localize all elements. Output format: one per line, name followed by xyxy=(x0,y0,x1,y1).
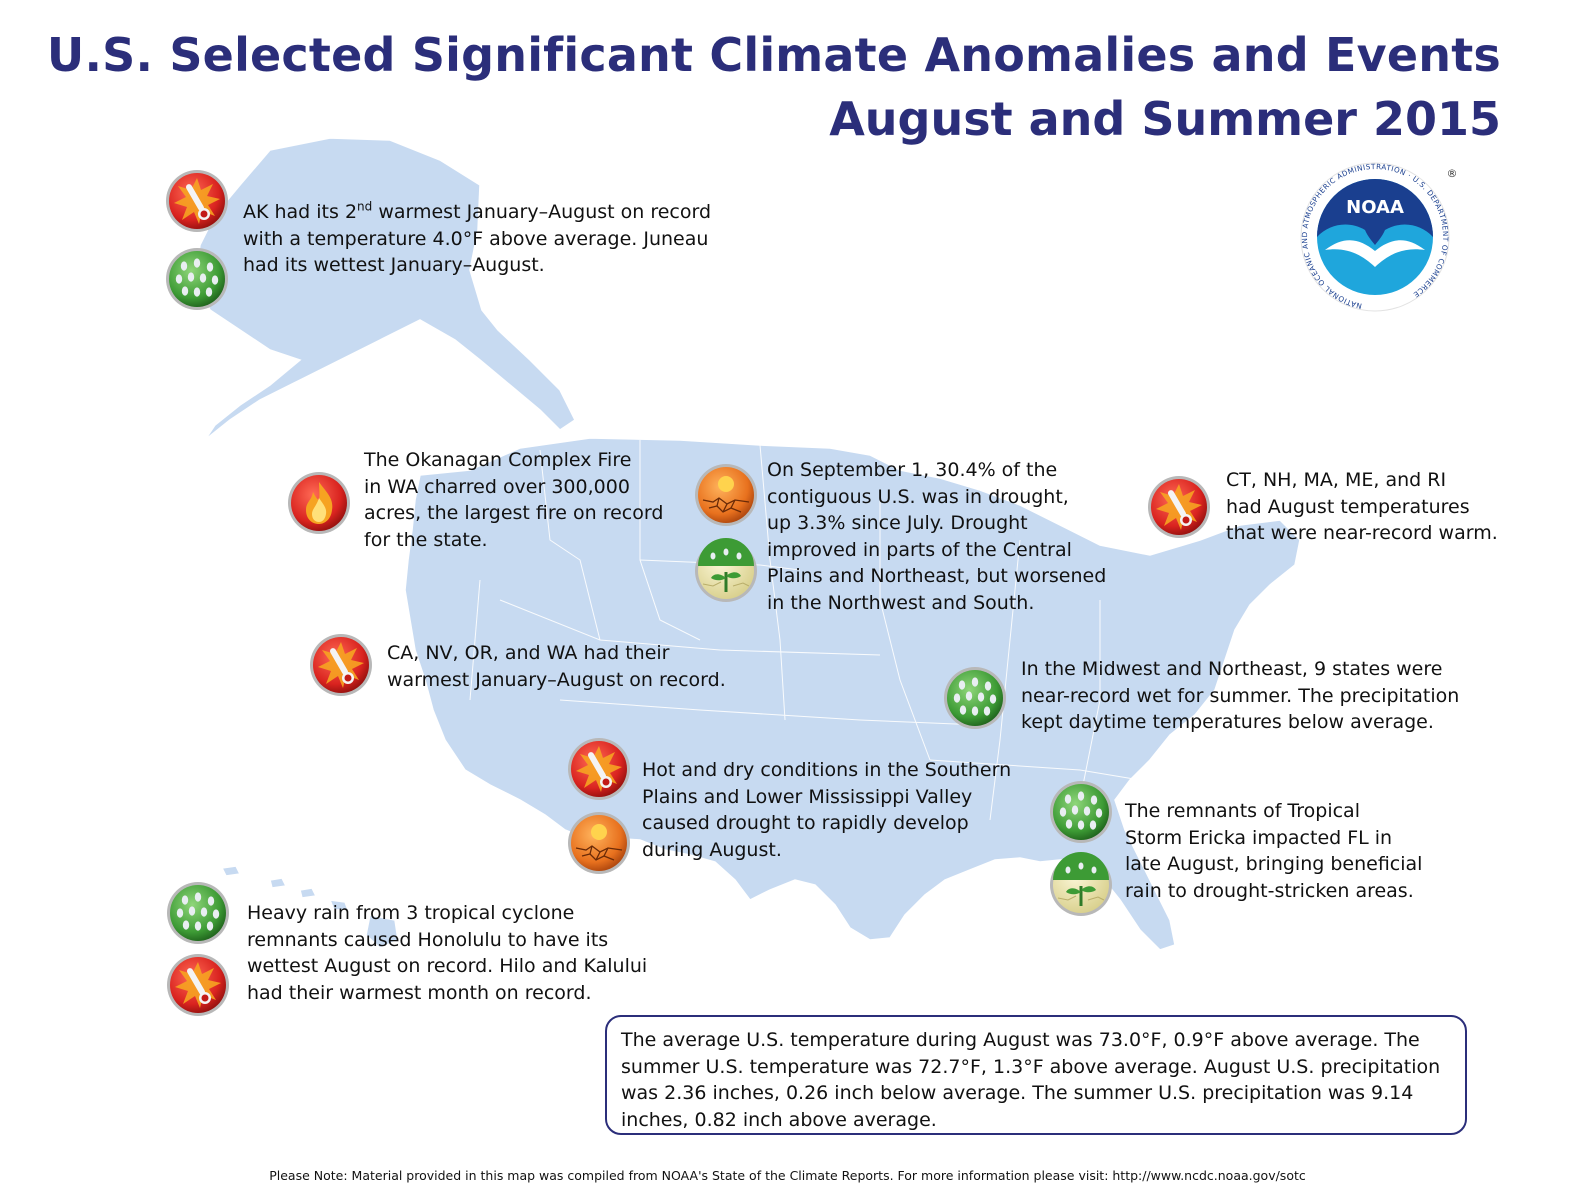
summary-text: The average U.S. temperature during Augu… xyxy=(621,1029,1441,1131)
wet-icon xyxy=(164,246,230,312)
warm-icon xyxy=(566,736,632,802)
wildfire-icon xyxy=(286,470,352,536)
okanagan-callout: The Okanagan Complex Fire in WA charred … xyxy=(364,449,664,551)
west-coast-callout: CA, NV, OR, and WA had their warmest Jan… xyxy=(387,642,726,691)
drought-improvement-icon xyxy=(1048,852,1114,918)
page-subtitle: August and Summer 2015 xyxy=(829,92,1501,146)
noaa-logo: NATIONAL OCEANIC AND ATMOSPHERIC ADMINIS… xyxy=(1300,162,1458,312)
hawaii-shape xyxy=(220,865,399,949)
florida-callout: The remnants of Tropical Storm Ericka im… xyxy=(1125,800,1423,902)
wet-icon xyxy=(942,665,1008,731)
midwest-callout: In the Midwest and Northeast, 9 states w… xyxy=(1021,658,1460,733)
warm-icon xyxy=(164,168,230,234)
alaska-shape xyxy=(194,137,576,441)
hawaii-callout: Heavy rain from 3 tropical cyclone remna… xyxy=(247,902,648,1004)
drought-icon xyxy=(693,462,759,528)
summary-box: The average U.S. temperature during Augu… xyxy=(605,1015,1467,1135)
page-title: U.S. Selected Significant Climate Anomal… xyxy=(46,28,1501,82)
alaska-callout: AK had its 2nd warmest January–August on… xyxy=(243,199,712,276)
drought-improvement-icon xyxy=(693,538,759,604)
southern-plains-callout: Hot and dry conditions in the Southern P… xyxy=(642,759,1012,861)
wet-icon xyxy=(1048,779,1114,845)
wet-icon xyxy=(165,880,231,946)
registered-mark: ® xyxy=(1447,167,1458,180)
drought-national-callout: On September 1, 30.4% of the contiguous … xyxy=(767,459,1107,614)
warm-icon xyxy=(165,952,231,1018)
drought-icon xyxy=(566,810,632,876)
new-england-callout: CT, NH, MA, ME, and RI had August temper… xyxy=(1226,469,1498,544)
warm-icon xyxy=(308,632,374,698)
noaa-label: NOAA xyxy=(1346,197,1404,218)
footer-note: Please Note: Material provided in this m… xyxy=(269,1168,1306,1183)
warm-icon xyxy=(1146,474,1212,540)
